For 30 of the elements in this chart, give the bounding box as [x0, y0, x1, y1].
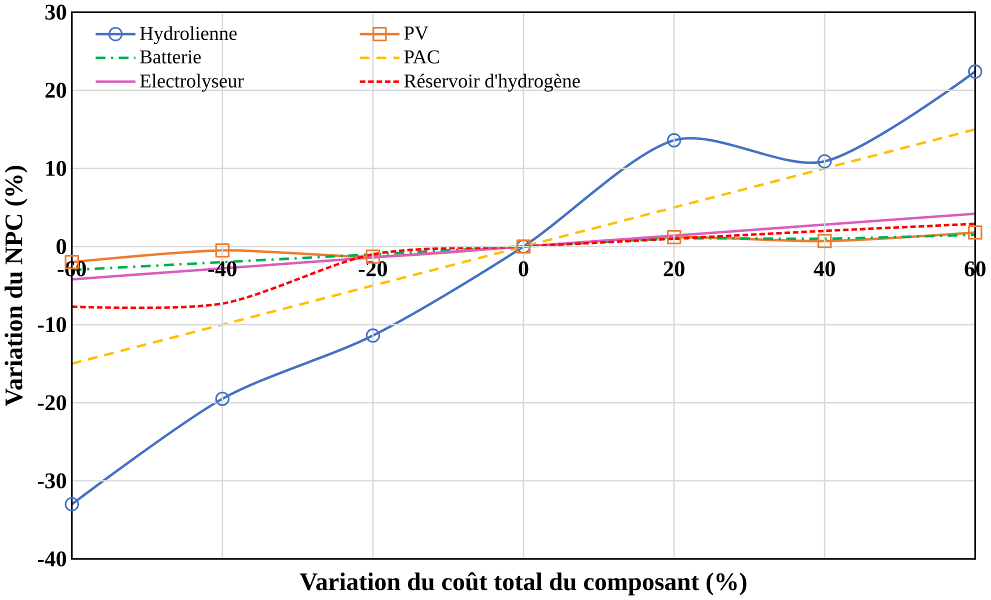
y-tick-label: -30 — [38, 473, 66, 488]
point — [817, 154, 832, 168]
legend-label: PAC — [404, 50, 439, 64]
legend-label: Réservoir d'hydrogène — [404, 74, 580, 92]
x-tick-label: 20 — [664, 261, 684, 276]
point — [968, 225, 982, 240]
y-tick-label: -40 — [38, 551, 66, 566]
point — [215, 243, 230, 258]
point — [215, 392, 230, 406]
point — [666, 230, 682, 244]
y-tick-label: 20 — [45, 82, 66, 98]
x-axis-title: Variation du coût total du composant (%) — [300, 572, 746, 596]
point — [968, 64, 982, 79]
y-tick-label: 0 — [56, 238, 66, 254]
point — [64, 497, 79, 512]
x-tick-label: -20 — [358, 261, 388, 276]
legend-label: Hydrolienne — [140, 26, 237, 44]
x-tick-label: 0 — [518, 261, 528, 276]
y-tick-label: -20 — [38, 395, 66, 410]
y-tick-label: -10 — [38, 317, 66, 332]
point — [666, 133, 682, 148]
point — [366, 328, 380, 343]
legend-label: PV — [404, 26, 428, 40]
x-tick-label: 40 — [814, 261, 835, 276]
y-tick-label: 10 — [46, 160, 66, 176]
legend-label: Electrolyseur — [140, 74, 244, 92]
y-tick-label: 30 — [45, 4, 66, 20]
legend-label: Batterie — [140, 50, 201, 64]
y-axis-title: Variation du NPC (%) — [4, 166, 28, 406]
point — [817, 234, 832, 248]
